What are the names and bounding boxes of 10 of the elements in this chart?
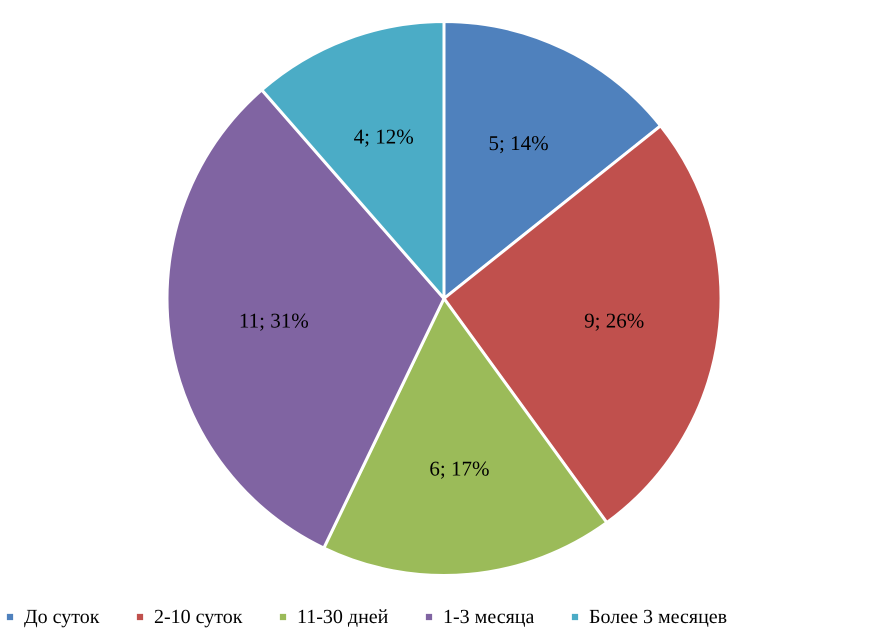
data-label: 9; 26% xyxy=(584,308,644,333)
legend-label: 2-10 суток xyxy=(154,606,243,628)
legend-label: До суток xyxy=(24,606,100,628)
data-label: 5; 14% xyxy=(488,130,549,155)
data-label: 11; 31% xyxy=(238,308,309,333)
legend-label: 11-30 дней xyxy=(297,606,389,628)
data-label: 4; 12% xyxy=(354,124,414,149)
data-label: 6; 17% xyxy=(429,456,490,481)
legend-label: Более 3 месяцев xyxy=(589,606,728,628)
legend-label: 1-3 месяца xyxy=(443,606,534,628)
